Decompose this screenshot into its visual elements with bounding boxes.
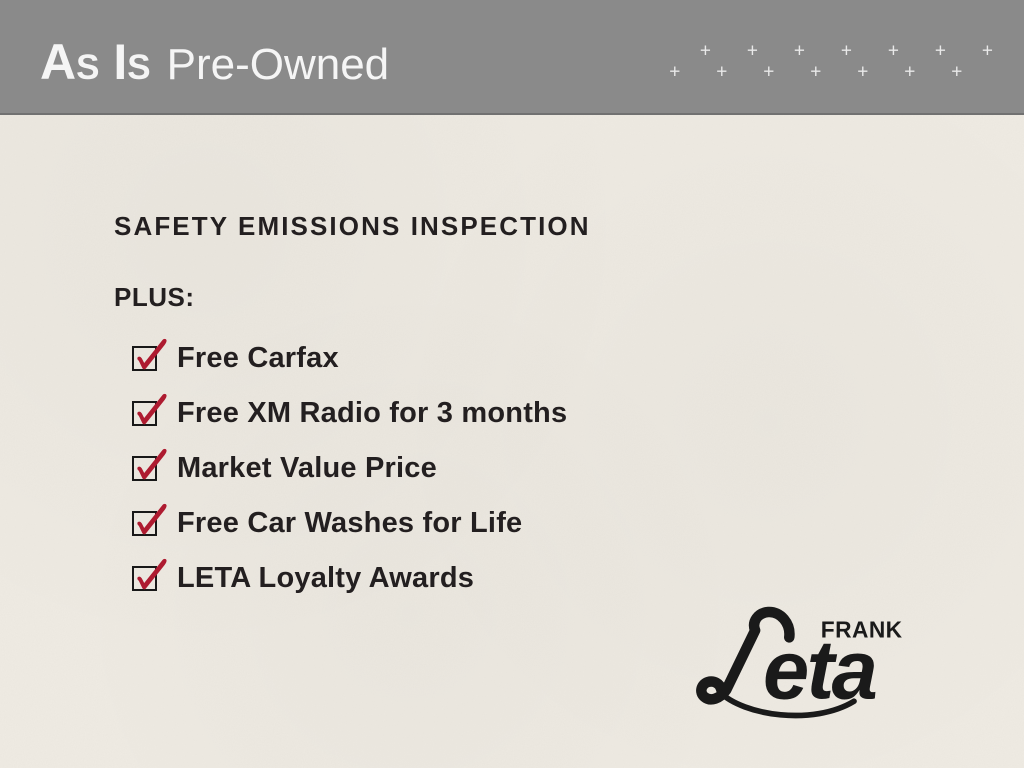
svg-text:FRANK: FRANK <box>821 616 903 642</box>
